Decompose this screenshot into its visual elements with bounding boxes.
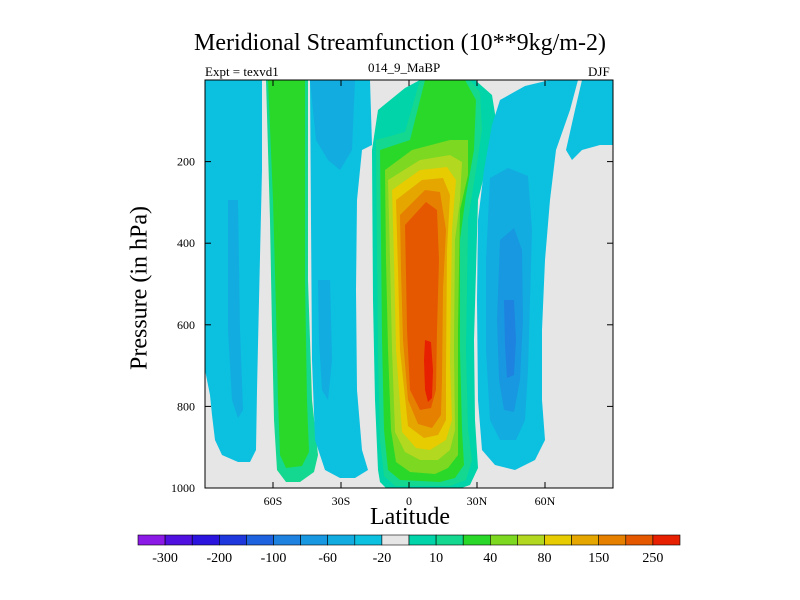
colorbar-swatch: [625, 534, 654, 546]
x-tick-label: 30S: [332, 494, 351, 508]
colorbar-swatch: [191, 534, 220, 546]
season-label: DJF: [588, 64, 610, 79]
colorbar-label: -60: [318, 551, 337, 566]
y-axis-ticks: 200 400 600 800 1000: [171, 155, 613, 495]
colorbar-swatch: [544, 534, 572, 546]
y-tick-label: 600: [177, 318, 195, 332]
colorbar-swatch: [327, 534, 356, 546]
colorbar-swatch: [137, 534, 166, 546]
contour-sh-polar-inner: [228, 200, 243, 418]
colorbar-swatch: [354, 534, 383, 546]
y-tick-label: 1000: [171, 481, 195, 495]
contour-fields: [205, 80, 613, 488]
y-tick-label: 800: [177, 399, 195, 413]
colorbar-swatch: [517, 534, 545, 546]
colorbar-label: -100: [261, 551, 287, 566]
colorbar-label: -20: [373, 551, 392, 566]
colorbar-swatch: [381, 534, 410, 546]
contour-nh-ferrel-60: [504, 300, 516, 378]
contour-sh-ferrel-inner: [268, 80, 309, 468]
y-tick-label: 400: [177, 236, 195, 250]
contour-nh-polar-cell: [566, 80, 613, 160]
x-tick-label: 60S: [264, 494, 283, 508]
colorbar-label: -200: [206, 551, 232, 566]
colorbar-label: 150: [588, 551, 609, 566]
experiment-label: Expt = texvd1: [205, 64, 279, 79]
colorbar-swatch: [598, 534, 627, 546]
colorbar-swatch: [164, 534, 193, 546]
x-tick-label: 30N: [467, 494, 488, 508]
x-axis-label: Latitude: [370, 504, 450, 530]
x-axis-ticks: 60S 30S 0 30N 60N: [264, 80, 556, 508]
contour-sh-subtropical-inner2: [318, 280, 332, 400]
colorbar-swatch: [571, 534, 599, 546]
colorbar-swatch: [408, 534, 437, 546]
colorbar-swatch: [300, 534, 329, 546]
colorbar-label: 40: [483, 551, 497, 566]
x-tick-label: 0: [406, 494, 412, 508]
colorbar-swatch: [462, 534, 491, 546]
colorbar-swatch: [273, 534, 301, 546]
contour-hadley-250: [405, 202, 439, 410]
contour-sh-subtropical-inner: [310, 80, 355, 170]
colorbar-label: 250: [642, 551, 663, 566]
colorbar-swatch: [219, 534, 247, 546]
colorbar-label: 80: [538, 551, 552, 566]
colorbar-swatch: [489, 534, 518, 546]
colorbar-swatch: [435, 534, 464, 546]
chart-title: Meridional Streamfunction (10**9kg/m-2): [194, 30, 606, 56]
colorbar-swatch: [246, 534, 274, 546]
colorbar-label: -300: [152, 551, 178, 566]
y-tick-label: 200: [177, 155, 195, 169]
contour-hadley-300: [424, 340, 433, 402]
colorbar-label: 10: [429, 551, 443, 566]
x-tick-label: 60N: [535, 494, 556, 508]
colorbar: -300 -200 -100 -60 -20 10 40 80 150 250: [137, 534, 681, 566]
run-label: 014_9_MaBP: [368, 60, 441, 75]
colorbar-swatch: [652, 534, 681, 546]
